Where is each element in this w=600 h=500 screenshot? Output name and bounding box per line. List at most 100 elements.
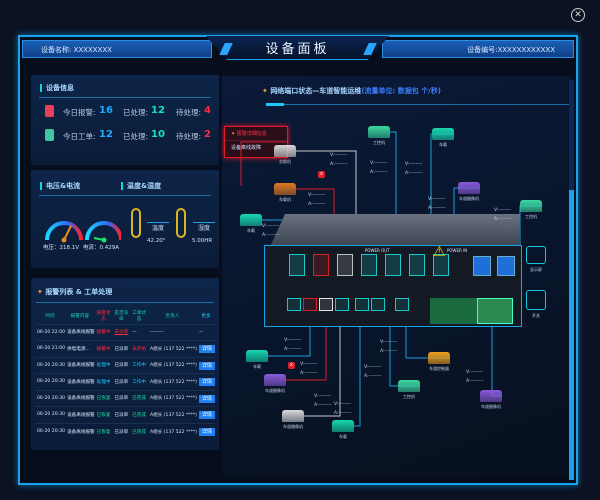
rs-port[interactable]: [473, 256, 491, 276]
panel-title: 网络端口状态—车道智能运维: [270, 87, 362, 95]
network-node-icon[interactable]: [398, 380, 420, 392]
ethernet-port[interactable]: [395, 298, 409, 311]
connection-line: [354, 327, 361, 427]
network-node-icon[interactable]: [458, 182, 480, 194]
panel-title: 温度&湿度: [127, 182, 162, 190]
network-node-icon[interactable]: [240, 214, 262, 226]
network-node-icon[interactable]: [432, 128, 454, 140]
temp-label: 温度: [147, 222, 169, 232]
ethernet-port[interactable]: [287, 298, 301, 311]
node-label: 车载: [253, 364, 261, 369]
stat-value: 4: [204, 105, 211, 116]
header-center: [205, 35, 390, 60]
ethernet-port[interactable]: [371, 298, 385, 311]
table-cell: 已派单: [112, 356, 131, 374]
voltage-readout: V:--------: [314, 394, 332, 399]
scrollbar-thumb[interactable]: [569, 190, 574, 480]
hum-label: 湿度: [193, 222, 215, 232]
column-header: 是否派单: [114, 310, 129, 322]
node-label: 交换机: [279, 159, 291, 164]
power-port[interactable]: [313, 254, 329, 276]
voltage-readout: V:--------: [300, 362, 318, 367]
close-button[interactable]: ✕: [571, 8, 585, 22]
details-button[interactable]: 详情: [198, 394, 215, 403]
gauges: [45, 221, 121, 243]
network-node-icon[interactable]: [282, 410, 304, 422]
network-node-icon[interactable]: [368, 126, 390, 138]
network-node-icon[interactable]: [264, 374, 286, 386]
node-label: 车载机: [279, 197, 291, 202]
power-port[interactable]: [433, 254, 449, 276]
rs-port[interactable]: [497, 256, 515, 276]
table-cell: 已恢复: [94, 422, 113, 440]
ethernet-port[interactable]: [319, 298, 333, 311]
current-readout: A:--------: [262, 233, 280, 238]
table-row: 06-20 20:30 设备离线报警 已恢复 已派单 已完成 A组长 (137 522 *…: [35, 422, 215, 440]
details-button[interactable]: 详情: [198, 428, 215, 436]
connection-line: [389, 327, 420, 387]
stat-value: 12: [99, 129, 113, 140]
stat-value: 12: [151, 105, 165, 116]
current-readout: A:--------: [405, 171, 423, 176]
alarm-panel: ✦ 报警列表 & 工单处理 时间 报警内容 报警状态 是否派单 工单状态 负责人 更多 06-…: [31, 278, 219, 450]
node-label: 车道摄像机: [283, 424, 303, 429]
network-node-icon[interactable]: [520, 200, 542, 212]
network-node-icon[interactable]: [428, 352, 450, 364]
table-cell: 06-20 20:30: [35, 373, 66, 390]
current-readout: A:--------: [370, 170, 388, 175]
table-cell: 06-20 22:00: [35, 323, 66, 341]
details-button[interactable]: 详情: [198, 411, 215, 420]
table-cell: 已恢复: [94, 406, 113, 423]
current-readout: A:--------: [494, 217, 512, 222]
switch-icon[interactable]: [526, 290, 546, 310]
connection-line: [240, 141, 289, 186]
table-cell: 06-20 20:30: [35, 356, 66, 374]
current-readout: A:--------: [428, 206, 446, 211]
network-node-icon[interactable]: [332, 420, 354, 432]
table-cell: 设备离线报警: [65, 373, 95, 390]
voltage-readout: V:--------: [330, 153, 348, 158]
table-row: 06-20 21:00 供电电源... 报警中 已派单 未开始 A组长 (137 522 …: [35, 340, 215, 357]
node-label: 车载: [339, 434, 347, 439]
ethernet-port[interactable]: [303, 298, 317, 311]
alarm-table: 时间 报警内容 报警状态 是否派单 工单状态 负责人 更多 06-20 22:00 设备离线报警…: [35, 308, 215, 440]
panel-unit: (流量单位: 数据包 个/秒): [361, 87, 441, 95]
power-port[interactable]: [337, 254, 353, 276]
network-node-icon[interactable]: [274, 183, 296, 195]
network-node-icon[interactable]: [274, 145, 296, 157]
node-label: 车道摄像机: [459, 196, 479, 201]
stat-label: 待处理:: [176, 132, 202, 141]
power-port[interactable]: [361, 254, 377, 276]
power-port[interactable]: [385, 254, 401, 276]
power-port[interactable]: [409, 254, 425, 276]
table-cell: 设备离线报警: [65, 422, 95, 440]
connection-line: [286, 327, 327, 381]
table-cell: A组长 (137 522 ****): [147, 406, 197, 423]
node-label: 车载: [439, 142, 447, 147]
stat-label: 今日报警:: [63, 108, 96, 117]
connection-line: [519, 205, 542, 247]
table-cell: 已派单: [112, 373, 131, 390]
network-node-icon[interactable]: [246, 350, 268, 362]
details-button[interactable]: 详情: [198, 345, 215, 354]
table-cell: ———: [147, 323, 197, 341]
scrollbar-track[interactable]: [569, 80, 574, 480]
table-cell: 已恢复: [94, 389, 113, 407]
warning-icon[interactable]: ⚠: [433, 244, 446, 260]
table-cell: 处理中: [94, 356, 113, 374]
table-cell: 未派单: [112, 323, 131, 341]
table-row: 06-20 20:30 设备离线报警 已恢复 已派单 已完成 A组长 (137 522 *…: [35, 389, 215, 407]
ethernet-port[interactable]: [355, 298, 369, 311]
table-cell: A组长 (137 522 ****): [147, 356, 197, 374]
details-button[interactable]: 详情: [198, 378, 215, 387]
details-button[interactable]: 详情: [198, 361, 215, 370]
connection-line: [491, 327, 502, 397]
stat-value: 2: [204, 129, 211, 140]
power-connector[interactable]: [477, 298, 513, 324]
display-icon[interactable]: [526, 246, 546, 264]
power-port[interactable]: [289, 254, 305, 276]
device-number: 设备编号:XXXXXXXXXXXX: [467, 46, 555, 54]
ethernet-port[interactable]: [335, 298, 349, 311]
network-node-icon[interactable]: [480, 390, 502, 402]
switch-label: 开关: [532, 313, 540, 318]
